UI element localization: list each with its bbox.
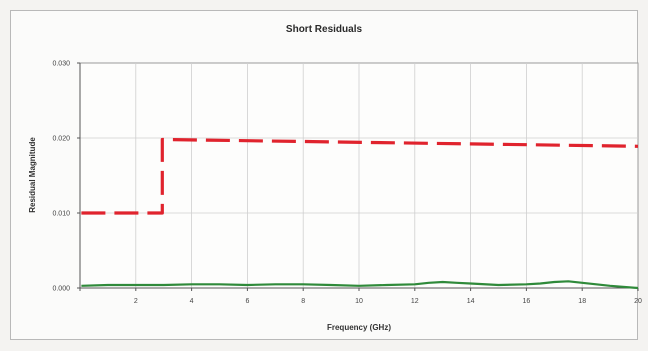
- x-tick-label: 12: [411, 298, 419, 305]
- x-tick-label: 2: [134, 298, 138, 305]
- x-tick-label: 14: [467, 298, 475, 305]
- x-axis-title: Frequency (GHz): [326, 323, 391, 332]
- y-tick-label: 0.020: [52, 136, 70, 143]
- x-tick-label: 18: [578, 298, 586, 305]
- x-tick-label: 16: [523, 298, 531, 305]
- x-tick-label: 4: [190, 298, 194, 305]
- y-tick-label: 0.010: [52, 211, 70, 218]
- series-line-0: [81, 137, 639, 215]
- x-tick-label: 6: [245, 298, 249, 305]
- y-tick-label: 0.030: [52, 61, 70, 68]
- y-tick-label: 0.000: [52, 286, 70, 293]
- x-tick-label: 20: [634, 298, 642, 305]
- series-line-1: [81, 280, 639, 290]
- x-tick-label: 8: [301, 298, 305, 305]
- chart-title: Short Residuals: [285, 24, 363, 35]
- x-tick-label: 10: [355, 298, 363, 305]
